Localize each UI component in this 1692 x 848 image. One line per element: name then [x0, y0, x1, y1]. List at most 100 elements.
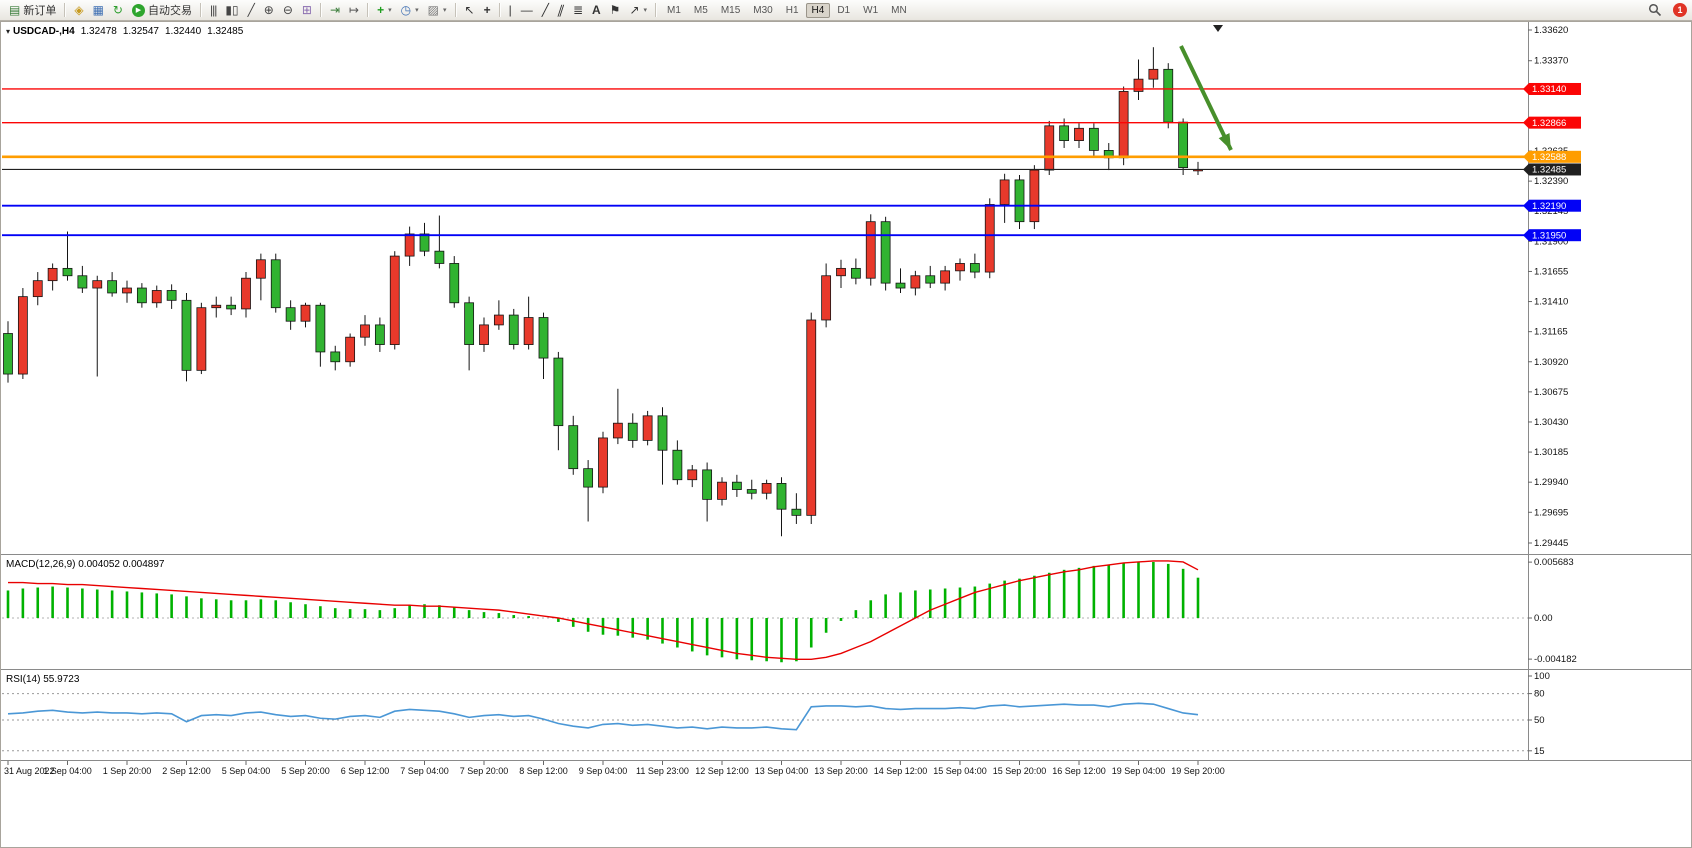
charts-window-button[interactable]: ▦	[89, 1, 108, 20]
chart-dropdown-icon[interactable]: ▾	[6, 27, 11, 36]
channel-tool-button[interactable]: ∥	[554, 1, 568, 20]
bar-chart-mode-button[interactable]: |||	[206, 1, 220, 20]
auto-trading-button[interactable]: ▶ 自动交易	[128, 1, 196, 20]
price-tick-label: 1.32390	[1534, 176, 1568, 187]
zoom-out-button[interactable]: ⊖	[279, 1, 297, 20]
time-tick-label: 16 Sep 12:00	[1052, 766, 1106, 776]
rsi-panel: 100 80 50 15	[2, 671, 1550, 757]
macd-signal-line	[8, 560, 1199, 660]
new-order-icon: ▤	[9, 3, 21, 17]
time-tick-label: 19 Sep 20:00	[1171, 766, 1225, 776]
price-tick-label: 1.33370	[1534, 56, 1568, 67]
fibonacci-tool-button[interactable]: ≣	[569, 1, 587, 20]
chart-shift-button[interactable]: ↦	[345, 1, 363, 20]
price-tick-label: 1.33620	[1534, 25, 1568, 36]
price-axis[interactable]: 1.336201.333701.326351.323901.321451.319…	[1523, 25, 1581, 549]
bar-chart-icon: |||	[209, 3, 217, 17]
templates-icon: ▨	[427, 3, 439, 17]
vertical-line-tool-button[interactable]: |	[505, 1, 516, 20]
toolbar-separator	[199, 3, 202, 17]
price-tick-label: 1.30675	[1534, 387, 1568, 398]
time-tick-label: 1 Sep 20:00	[103, 766, 152, 776]
crosshair-tool-button[interactable]: +	[480, 1, 495, 20]
indicators-icon: +	[377, 3, 385, 17]
label-icon: ⚑	[609, 3, 621, 17]
zoom-in-icon: ⊕	[263, 3, 274, 17]
horizontal-line-icon: —	[520, 3, 533, 17]
price-tick-label: 1.30920	[1534, 357, 1568, 368]
cursor-tool-button[interactable]: ↖	[461, 1, 479, 20]
price-level-badge: 1.32866	[1532, 118, 1566, 129]
label-tool-button[interactable]: ⚑	[606, 1, 625, 20]
toolbar-separator	[655, 3, 658, 17]
market-watch-icon: ◈	[74, 3, 84, 17]
bar-high-value: 1.32547	[122, 26, 159, 37]
bar-close-value: 1.32485	[207, 26, 244, 37]
price-tick-label: 1.29695	[1534, 507, 1568, 518]
window-frame	[0, 21, 1692, 848]
price-level-badge: 1.31950	[1532, 230, 1566, 241]
timeframe-m5-button[interactable]: M5	[693, 4, 708, 16]
auto-scroll-button[interactable]: ⇥	[326, 1, 344, 20]
timeframe-h1-button[interactable]: H1	[785, 4, 799, 16]
trendline-tool-button[interactable]: ╱	[538, 1, 553, 20]
candlestick-mode-button[interactable]: ▮▯	[221, 1, 242, 20]
timeframe-h4-button[interactable]: H4	[805, 2, 831, 18]
periods-button[interactable]: ◷ ▾	[397, 1, 423, 20]
rsi-indicator-label: RSI(14) 55.9723	[6, 674, 80, 685]
toolbar: ▤ 新订单 ◈ ▦ ↻ ▶ 自动交易 ||| ▮▯ ╱ ⊕ ⊖	[0, 0, 1692, 21]
time-tick-label: 31 Aug 2022	[4, 766, 55, 776]
time-tick-label: 2 Sep 12:00	[162, 766, 211, 776]
notification-badge[interactable]: 1	[1673, 3, 1687, 17]
search-button[interactable]	[1644, 1, 1666, 20]
line-chart-mode-button[interactable]: ╱	[244, 1, 259, 20]
time-tick-label: 6 Sep 12:00	[341, 766, 390, 776]
text-tool-button[interactable]: A	[588, 1, 605, 20]
price-tick-label: 1.29445	[1534, 538, 1568, 549]
zoom-out-icon: ⊖	[282, 3, 293, 17]
horizontal-line-tool-button[interactable]: —	[517, 1, 537, 20]
rsi-axis-label: 100	[1534, 671, 1550, 682]
indicators-button[interactable]: + ▾	[373, 1, 396, 20]
price-level-badge: 1.32588	[1532, 152, 1566, 163]
charts-window-icon: ▦	[92, 3, 104, 17]
templates-button[interactable]: ▨ ▾	[424, 1, 451, 20]
refresh-icon: ↻	[112, 3, 123, 17]
tile-windows-button[interactable]: ⊞	[298, 1, 316, 20]
time-tick-label: 7 Sep 04:00	[400, 766, 449, 776]
bar-low-value: 1.32440	[165, 26, 202, 37]
timeframe-mn-button[interactable]: MN	[891, 4, 907, 16]
trend-arrow-annotation[interactable]	[1179, 45, 1233, 151]
timeframe-d1-button[interactable]: D1	[837, 4, 851, 16]
toolbar-separator	[367, 3, 370, 17]
timeframe-m1-button[interactable]: M1	[667, 4, 681, 16]
auto-scroll-icon: ⇥	[329, 3, 341, 17]
price-tick-label: 1.31165	[1534, 327, 1568, 338]
time-tick-label: 1 Sep 04:00	[43, 766, 92, 776]
time-tick-label: 7 Sep 20:00	[460, 766, 509, 776]
time-tick-label: 13 Sep 20:00	[814, 766, 868, 776]
new-order-button[interactable]: ▤ 新订单	[5, 1, 60, 20]
arrows-tool-button[interactable]: ↗ ▾	[625, 1, 651, 20]
time-tick-label: 8 Sep 12:00	[519, 766, 568, 776]
time-tick-label: 9 Sep 04:00	[579, 766, 628, 776]
trendline-icon: ╱	[541, 3, 549, 17]
cursor-icon: ↖	[464, 3, 475, 17]
auto-trading-icon: ▶	[131, 3, 145, 17]
chevron-down-icon: ▾	[442, 7, 447, 14]
vertical-line-icon: |	[508, 3, 512, 17]
time-tick-label: 12 Sep 12:00	[695, 766, 749, 776]
price-level-badge: 1.32190	[1532, 201, 1566, 212]
new-order-label: 新订单	[23, 5, 57, 17]
refresh-button[interactable]: ↻	[109, 1, 127, 20]
symbol-title: USDCAD-,H4	[13, 26, 75, 37]
market-watch-button[interactable]: ◈	[70, 1, 87, 20]
rsi-axis-label: 15	[1534, 746, 1545, 757]
timeframe-m15-button[interactable]: M15	[720, 4, 741, 16]
timeframe-w1-button[interactable]: W1	[863, 4, 879, 16]
timeframe-m30-button[interactable]: M30	[753, 4, 773, 16]
zoom-in-button[interactable]: ⊕	[260, 1, 278, 20]
bar-open-value: 1.32478	[80, 26, 117, 37]
